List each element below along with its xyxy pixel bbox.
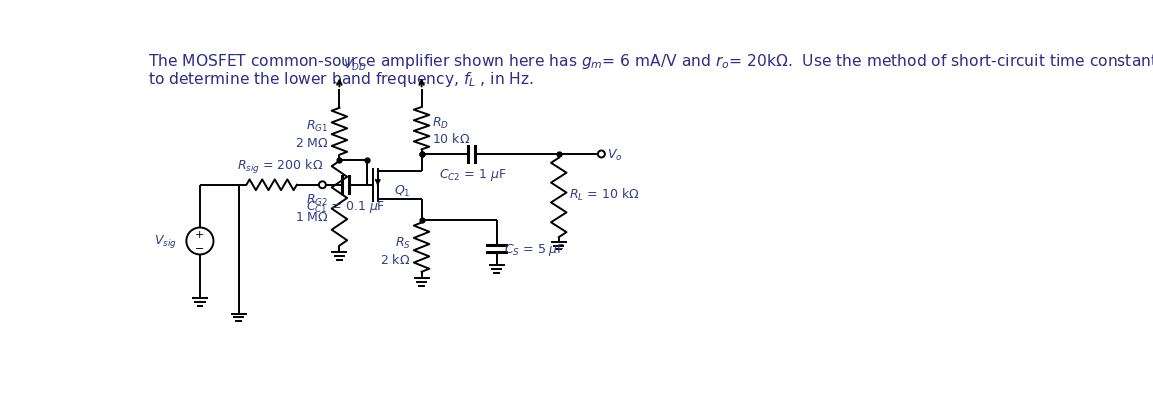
Text: $R_{sig}$ = 200 k$\Omega$: $R_{sig}$ = 200 k$\Omega$ bbox=[238, 158, 324, 175]
Text: 2 k$\Omega$: 2 k$\Omega$ bbox=[380, 253, 410, 267]
Text: $Q_1$: $Q_1$ bbox=[393, 184, 410, 199]
Text: 1 M$\Omega$: 1 M$\Omega$ bbox=[295, 210, 329, 223]
Circle shape bbox=[598, 151, 605, 158]
Text: −: − bbox=[195, 243, 204, 253]
Text: $R_{G1}$: $R_{G1}$ bbox=[307, 118, 329, 133]
Text: $V_o$: $V_o$ bbox=[606, 147, 623, 162]
Text: $R_D$: $R_D$ bbox=[431, 115, 449, 130]
Circle shape bbox=[319, 182, 326, 189]
Text: $V_{sig}$: $V_{sig}$ bbox=[153, 233, 176, 250]
Text: $R_{G2}$: $R_{G2}$ bbox=[307, 192, 329, 207]
Text: $V_{DD}$: $V_{DD}$ bbox=[342, 58, 367, 73]
Text: $C_S$ = 5 $\mu$F: $C_S$ = 5 $\mu$F bbox=[504, 241, 565, 257]
Text: $C_{C1}$ = 0.1 $\mu$F: $C_{C1}$ = 0.1 $\mu$F bbox=[306, 198, 385, 214]
Text: +: + bbox=[195, 230, 204, 240]
Text: 10 k$\Omega$: 10 k$\Omega$ bbox=[431, 132, 470, 146]
Text: $C_{C2}$ = 1 $\mu$F: $C_{C2}$ = 1 $\mu$F bbox=[439, 166, 506, 182]
Text: $R_L$ = 10 k$\Omega$: $R_L$ = 10 k$\Omega$ bbox=[568, 186, 640, 202]
Text: $R_S$: $R_S$ bbox=[394, 235, 410, 250]
Text: 2 M$\Omega$: 2 M$\Omega$ bbox=[295, 136, 329, 149]
Text: The MOSFET common-source amplifier shown here has $g_m$= 6 mA/V and $r_o$= 20kΩ.: The MOSFET common-source amplifier shown… bbox=[148, 52, 1153, 70]
Text: to determine the lower band frequency, $f_L$ , in Hz.: to determine the lower band frequency, $… bbox=[148, 70, 534, 89]
